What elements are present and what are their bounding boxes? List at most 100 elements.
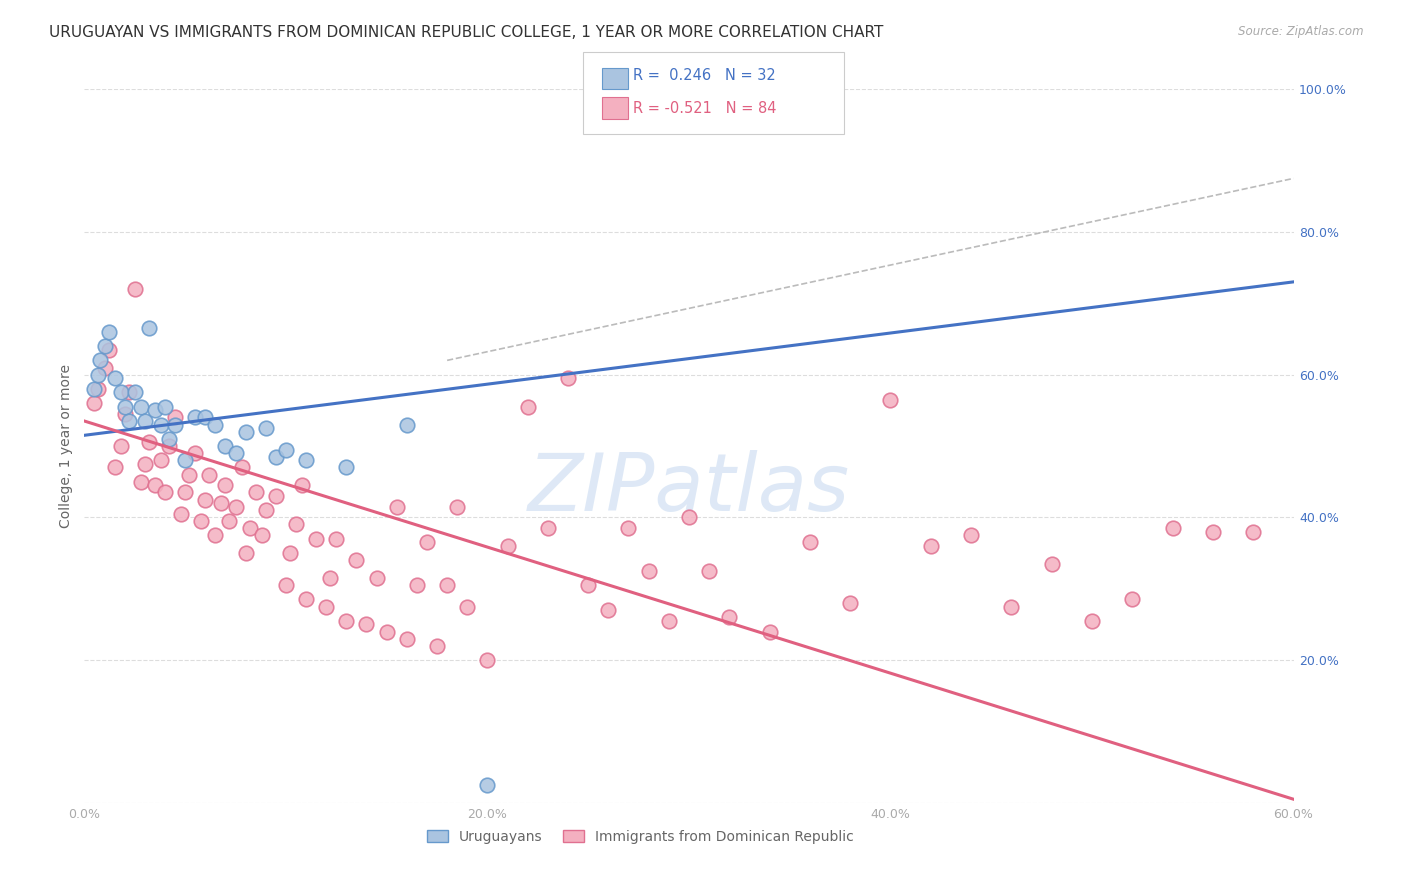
Point (245, 485, 267, 500)
Point (138, 321, 160, 335)
Point (174, 453, 197, 467)
Point (214, 478, 236, 492)
Point (93, 360, 115, 375)
Point (129, 400, 152, 414)
Point (179, 467, 201, 482)
Point (209, 496, 232, 510)
Point (291, 478, 314, 492)
Point (214, 439, 236, 453)
Point (879, 392, 901, 407)
Point (118, 385, 141, 400)
Point (375, 624, 398, 639)
Point (110, 439, 132, 453)
Point (239, 521, 262, 535)
Point (87, 368, 110, 382)
Point (184, 410, 207, 425)
Point (385, 500, 408, 514)
Point (124, 385, 146, 400)
Point (97, 343, 120, 357)
Point (124, 282, 146, 296)
Point (1161, 521, 1184, 535)
Point (170, 507, 193, 521)
Point (319, 571, 342, 585)
Point (184, 446, 207, 460)
Point (129, 475, 152, 489)
Point (149, 453, 172, 467)
Point (295, 592, 318, 607)
Point (83, 382, 105, 396)
Point (436, 578, 458, 592)
Point (274, 442, 297, 457)
Point (477, 653, 499, 667)
Point (1040, 557, 1063, 571)
Point (143, 478, 166, 492)
Point (395, 632, 418, 646)
Point (83, 396, 105, 410)
Point (496, 539, 519, 553)
Point (366, 571, 388, 585)
Point (920, 539, 942, 553)
Point (557, 371, 579, 385)
Point (426, 639, 449, 653)
Text: R = -0.521   N = 84: R = -0.521 N = 84 (633, 101, 776, 116)
Point (264, 489, 287, 503)
Point (143, 403, 166, 417)
Point (204, 417, 226, 432)
Point (1000, 599, 1022, 614)
Point (285, 517, 308, 532)
Point (254, 421, 277, 435)
Point (1121, 592, 1143, 607)
Legend: Uruguayans, Immigrants from Dominican Republic: Uruguayans, Immigrants from Dominican Re… (422, 824, 859, 849)
Point (250, 528, 273, 542)
Point (157, 439, 180, 453)
Text: R =  0.246   N = 32: R = 0.246 N = 32 (633, 68, 776, 83)
Point (658, 614, 681, 628)
Point (678, 510, 700, 524)
Point (87, 382, 110, 396)
Point (274, 578, 297, 592)
Point (157, 432, 180, 446)
Point (617, 521, 640, 535)
Point (446, 500, 468, 514)
Point (149, 417, 172, 432)
Point (576, 578, 599, 592)
Text: ZIPatlas: ZIPatlas (527, 450, 851, 528)
Point (114, 407, 136, 421)
Point (194, 410, 217, 425)
Point (1241, 524, 1264, 539)
Point (456, 599, 478, 614)
Point (153, 400, 176, 414)
Point (315, 599, 337, 614)
Point (235, 425, 257, 439)
Point (118, 414, 141, 428)
Point (295, 453, 318, 467)
Point (225, 500, 247, 514)
Point (325, 532, 347, 546)
Point (174, 485, 197, 500)
Point (134, 457, 156, 471)
Point (598, 603, 620, 617)
Point (110, 385, 132, 400)
Point (264, 450, 287, 464)
Point (218, 514, 240, 528)
Point (134, 414, 156, 428)
Point (1081, 614, 1104, 628)
Point (114, 400, 136, 414)
Point (637, 564, 659, 578)
Point (839, 596, 862, 610)
Point (190, 514, 212, 528)
Point (104, 371, 127, 385)
Text: Source: ZipAtlas.com: Source: ZipAtlas.com (1239, 25, 1364, 38)
Point (278, 546, 301, 560)
Point (235, 546, 257, 560)
Point (537, 521, 560, 535)
Point (231, 460, 253, 475)
Point (204, 528, 226, 542)
Point (153, 485, 176, 500)
Point (799, 535, 821, 549)
Y-axis label: College, 1 year or more: College, 1 year or more (59, 364, 73, 528)
Point (406, 578, 429, 592)
Point (194, 492, 217, 507)
Point (516, 400, 538, 414)
Point (89, 353, 111, 368)
